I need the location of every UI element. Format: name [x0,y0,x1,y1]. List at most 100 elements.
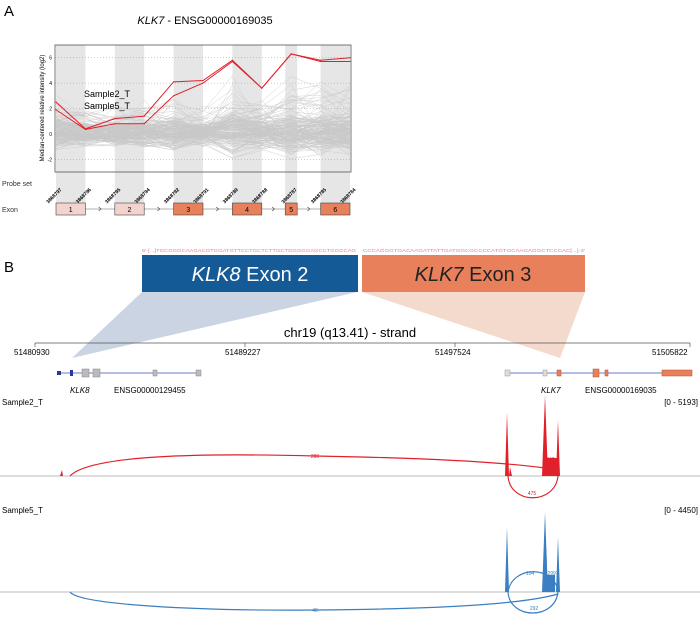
exon-box [232,202,263,216]
y-tick-label: 2 [49,107,52,113]
series-point [320,60,322,63]
coord-4: 51505822 [652,348,688,357]
plot-frame [54,44,352,173]
series-point [202,82,204,84]
klk7-exon3-label: KLK7 Exon 3 [415,264,532,286]
gene-symbol-klk8: KLK8 [70,386,90,395]
background-probe-line [55,120,351,144]
panel-a-label: A [4,3,14,20]
series-point [349,60,351,63]
legend-sample2: Sample2_T [84,89,131,99]
legend-sample5: Sample5_T [84,101,131,111]
junction-count: 475 [528,491,537,497]
chevron-right-icon [157,206,161,212]
junction-count: 48 [312,608,318,614]
background-probe-line [55,132,351,159]
gene-id-klk7: ENSG00000169035 [585,386,657,395]
exon-box [114,202,145,216]
chart-title-rest: - ENSG00000169035 [164,15,272,27]
background-probe-line [55,126,351,150]
series-point [143,123,145,125]
series-point [173,81,175,83]
exon-label: 5 [289,207,293,214]
klk7-exon3-box [362,255,585,292]
series-point [55,109,57,111]
junction-count: 2997 [547,571,558,577]
gene-id-klk8: ENSG00000129455 [114,386,186,395]
series-point [84,128,86,131]
klk7-projection [362,292,585,358]
coverage-peaks-sample2 [60,395,560,476]
track-name-sample2: Sample2_T [2,398,43,407]
background-probe-line [55,133,351,151]
exon-box [320,202,351,216]
series-point [231,60,233,63]
chevron-right-icon [271,206,275,212]
background-probe-line [55,120,351,143]
background-probe-line [55,132,351,155]
y-axis-label: Median-centered relative intensity (log2… [40,55,46,162]
chart-title-gene: KLK7 [137,15,165,27]
junction-count: 280 [311,454,320,460]
coord-2: 51489227 [225,348,261,357]
series-point [261,87,263,89]
klk8-projection [72,292,357,358]
y-tick-label: 6 [49,56,52,62]
background-probe-line [55,117,351,139]
background-probe-line [55,124,351,144]
gene-model-klk8 [57,368,202,378]
background-probe-line [55,126,351,155]
y-ticks: -2 0 2 4 6 [48,56,53,164]
sequence-right: CCCAGGGTGACAAGATTATTGATGGCGCCCCATGTGCAAG… [363,248,585,253]
gene-model-klk7 [504,368,693,378]
series-point [349,57,351,59]
junction-count: 3247 [543,457,554,463]
junction-count: 104 [526,571,535,577]
chevron-right-icon [307,206,311,212]
series-point [173,95,175,97]
exon-box [55,202,86,216]
exon-label: 3 [186,207,190,214]
junction-arcs-sample2 [69,454,559,499]
exon-label: 4 [245,207,249,214]
junction-arcs-sample5 [69,571,559,614]
exon-label: 1 [69,207,73,214]
exon-label: 2 [128,207,132,214]
series-point [55,101,57,103]
background-probe-line [55,127,351,149]
series-point [114,123,116,125]
track-name-sample5: Sample5_T [2,506,43,515]
y-tick-label: 4 [49,81,52,87]
coord-1: 51480930 [14,348,50,357]
highlight-series [55,53,351,131]
background-probe-line [55,81,351,123]
series-point [231,59,233,61]
exon-track: 1 2 3 4 5 6 [55,202,351,216]
exon-label: 6 [333,207,337,214]
background-probe-line [55,119,351,141]
chevron-right-icon [98,206,102,212]
junction-count: 292 [530,606,539,612]
background-lines [55,75,351,159]
series-point [320,59,322,61]
y-tick-label: -2 [48,157,53,163]
panel-b-label: B [4,259,14,276]
background-probe-line [55,125,351,144]
locus-label: chr19 (q13.41) - strand [284,325,416,340]
exon-box [173,202,204,216]
probe-set-row-label: Probe set [2,181,32,188]
chart-title: KLK7 - ENSG00000169035 [137,15,272,27]
background-probe-line [55,120,351,144]
coordinate-ticks [34,343,691,347]
coord-3: 51497524 [435,348,471,357]
background-probe-line [55,129,351,153]
klk8-exon2-label: KLK8 Exon 2 [192,264,309,286]
series-point [290,53,292,55]
track-range-sample5: [0 - 4450] [664,506,698,515]
gene-symbol-klk7: KLK7 [541,386,561,395]
background-probe-line [55,113,351,140]
sequence-left: 5'-[...]TGCGGGCAAGACGTGGATGTTCCTGCTCTTGC… [142,248,357,253]
chevron-right-icon [216,206,220,212]
